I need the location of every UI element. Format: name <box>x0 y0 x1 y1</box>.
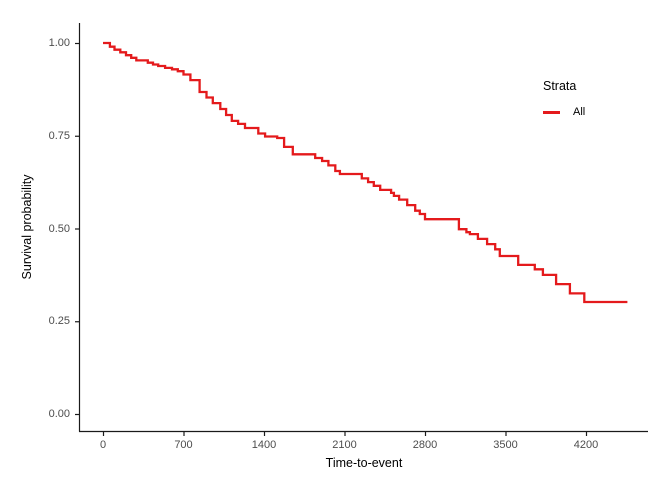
survival-step-curve <box>103 41 628 304</box>
y-tick-label: 0.00 <box>48 408 70 420</box>
legend-title: Strata <box>543 79 577 93</box>
y-tick-label: 0.25 <box>48 315 70 328</box>
legend-entry-label: All <box>573 106 586 118</box>
legend-entry-all: All <box>543 106 585 118</box>
y-tick-label: 1.00 <box>48 37 70 49</box>
x-tick-label: 2800 <box>412 439 438 451</box>
x-tick-label: 2100 <box>332 439 357 451</box>
y-tick-label: 0.50 <box>48 222 70 235</box>
legend-key-line-icon <box>543 110 560 114</box>
x-tick-label: 1400 <box>251 439 277 451</box>
x-tick-label: 3500 <box>493 439 518 451</box>
x-axis-title: Time-to-event <box>325 456 403 470</box>
legend: Strata All <box>543 79 585 118</box>
x-tick-label: 4200 <box>573 439 599 451</box>
x-tick-label: 700 <box>174 439 193 451</box>
y-tick-label: 0.75 <box>48 129 70 142</box>
x-tick-label: 0 <box>99 439 107 451</box>
